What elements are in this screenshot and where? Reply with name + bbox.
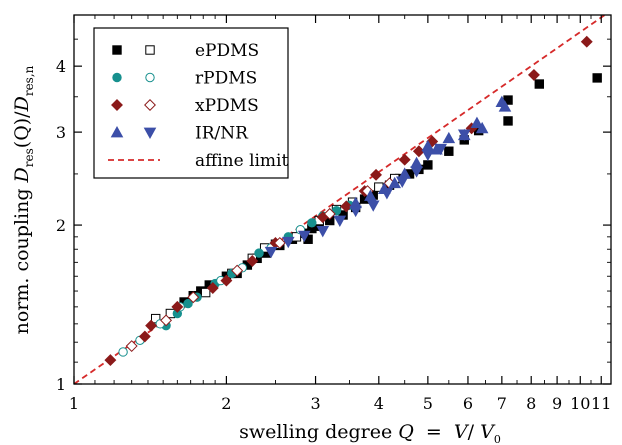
- y-tick-label: 1: [56, 375, 66, 394]
- data-point-xpdms: [125, 340, 138, 353]
- data-point-xpdms: [323, 207, 336, 220]
- plot-frame: [73, 14, 612, 385]
- legend-label-xpdms: xPDMS: [195, 96, 259, 116]
- data-point-ir-nr: [333, 215, 347, 228]
- data-point-ir-nr: [380, 188, 394, 200]
- legend-box: [93, 27, 289, 179]
- data-point-xpdms: [104, 354, 117, 367]
- data-point-ir-nr: [421, 149, 435, 162]
- y-axis-label: norm. coupling Dres(Q)/Dres,n: [11, 65, 36, 334]
- data-point-xpdms: [246, 255, 259, 267]
- data-point-ir-nr: [470, 116, 484, 128]
- data-point-xpdms: [580, 35, 593, 48]
- legend: ePDMS rPDMS xPDMS IR/NR affine limit: [93, 27, 289, 179]
- data-point-rpdms: [118, 347, 128, 357]
- y-tick-label: 4: [56, 57, 66, 76]
- data-point-xpdms: [412, 145, 425, 158]
- affine-limit-line: [74, 15, 607, 384]
- x-tick-label: 11: [591, 394, 611, 413]
- legend-marker-ir-nr: [110, 126, 124, 138]
- data-point-ir-nr: [475, 121, 489, 134]
- y-tick-label: 3: [56, 123, 66, 142]
- data-point-ir-nr: [410, 166, 423, 178]
- data-point-xpdms: [340, 200, 353, 213]
- legend-label-epdms: ePDMS: [195, 41, 259, 61]
- data-point-xpdms: [370, 168, 382, 181]
- x-tick-label: 7: [497, 394, 507, 413]
- data-point-xpdms: [171, 300, 184, 313]
- data-point-ir-nr: [281, 236, 295, 249]
- data-point-ir-nr: [434, 143, 447, 156]
- data-point-ir-nr: [388, 176, 402, 189]
- legend-marker-epdms: [145, 45, 155, 55]
- x-tick-label: 10: [570, 394, 590, 413]
- x-tick-label: 1: [69, 394, 79, 413]
- x-tick-label: 3: [310, 394, 320, 413]
- x-tick-label: 2: [221, 394, 231, 413]
- x-tick-label: 6: [463, 394, 473, 413]
- data-point-epdms: [592, 73, 602, 83]
- legend-marker-ir-nr: [143, 127, 157, 139]
- x-tick-label: 9: [552, 394, 562, 413]
- x-tick-label: 5: [423, 394, 433, 413]
- legend-marker-xpdms: [144, 99, 156, 111]
- data-point-xpdms: [398, 153, 411, 166]
- data-point-rpdms: [254, 248, 264, 258]
- data-point-xpdms: [527, 68, 540, 81]
- data-point-epdms: [534, 79, 545, 89]
- x-axis-label: swelling degree Q = V/ V0: [239, 421, 501, 445]
- data-point-xpdms: [220, 274, 233, 287]
- data-point-ir-nr: [410, 156, 423, 169]
- affine-limit-layer: [74, 15, 607, 384]
- data-point-ir-nr: [316, 226, 330, 238]
- data-point-ir-nr: [297, 230, 311, 243]
- data-point-xpdms: [273, 236, 286, 249]
- data-point-epdms: [200, 287, 211, 298]
- data-point-rpdms: [183, 298, 193, 309]
- data-point-xpdms: [187, 291, 200, 304]
- data-point-epdms: [503, 116, 513, 126]
- data-point-ir-nr: [495, 95, 509, 107]
- data-points-layer: [104, 35, 602, 367]
- legend-label-affine-limit: affine limit: [195, 151, 288, 171]
- data-point-xpdms: [145, 319, 158, 332]
- legend-marker-rpdms: [145, 72, 155, 83]
- data-point-ir-nr: [349, 205, 362, 218]
- data-point-xpdms: [231, 264, 244, 277]
- data-point-rpdms: [307, 218, 317, 228]
- data-point-ir-nr: [395, 176, 409, 188]
- data-point-ir-nr: [364, 189, 377, 201]
- legend-marker-epdms: [112, 45, 122, 55]
- data-point-xpdms: [206, 282, 219, 294]
- data-point-xpdms: [160, 314, 173, 327]
- data-point-epdms: [444, 146, 454, 156]
- data-point-epdms: [423, 160, 433, 170]
- legend-label-rpdms: rPDMS: [195, 69, 257, 89]
- data-point-xpdms: [138, 330, 151, 343]
- x-tick-label: 8: [526, 394, 536, 413]
- data-point-ir-nr: [264, 246, 278, 259]
- legend-marker-rpdms: [112, 72, 122, 83]
- x-tick-label: 4: [374, 394, 384, 413]
- y-tick-label: 2: [56, 216, 66, 235]
- data-point-ir-nr: [366, 200, 380, 212]
- data-point-ir-nr: [457, 129, 471, 141]
- legend-marker-xpdms: [111, 99, 123, 111]
- data-point-ir-nr: [442, 131, 456, 144]
- legend-label-ir-nr: IR/NR: [195, 124, 249, 144]
